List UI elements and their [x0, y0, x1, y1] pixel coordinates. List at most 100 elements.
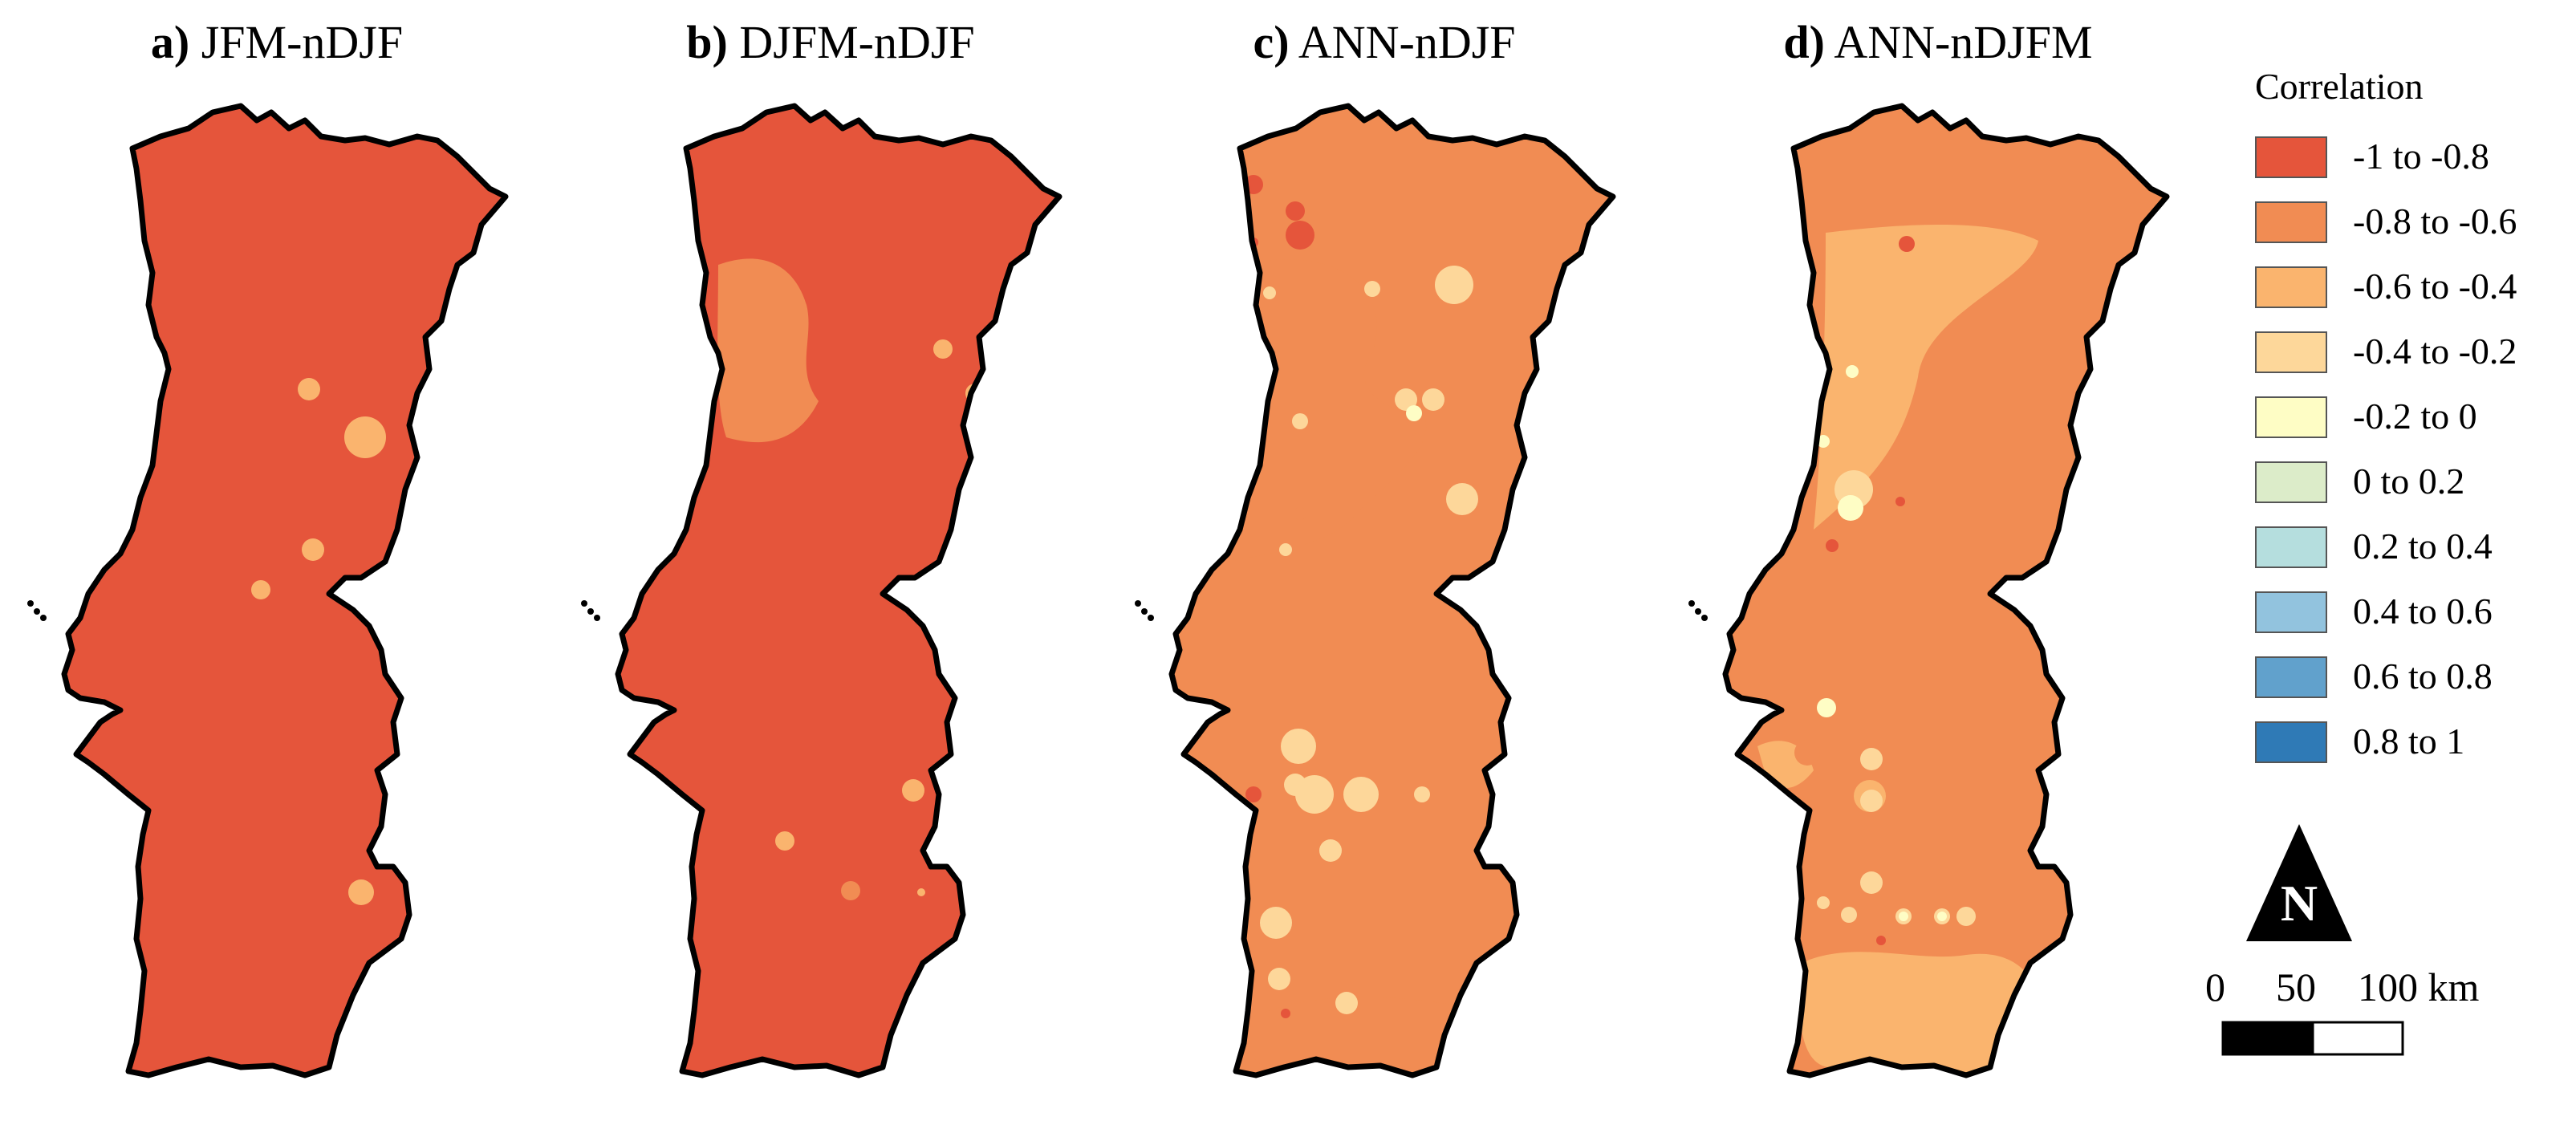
legend-swatch [2255, 266, 2327, 308]
map-station-anomaly [1860, 748, 1883, 770]
map-station-anomaly [1950, 984, 1969, 1003]
legend-label: -1 to -0.8 [2353, 136, 2489, 177]
north-arrow-label: N [2281, 875, 2318, 932]
map-panel-c: c) ANN-nDJF [1107, 0, 1661, 1125]
map-station-anomaly [1245, 786, 1262, 802]
map-station-anomaly [1364, 281, 1380, 297]
map-base-fill [1172, 106, 1613, 1075]
map-station-anomaly [437, 368, 478, 410]
legend-item: -0.4 to -0.2 [2255, 331, 2576, 380]
map-station-anomaly [1826, 539, 1839, 552]
map-station-anomaly [1414, 786, 1430, 802]
map-station-anomaly [1937, 912, 1947, 921]
map-station-anomaly [1268, 968, 1290, 990]
legend-swatch [2255, 136, 2327, 178]
map-station-anomaly [1817, 435, 1830, 448]
map-station-anomaly [1860, 871, 1883, 894]
map-station-anomaly [1343, 777, 1379, 812]
legend-label: -0.8 to -0.6 [2353, 201, 2517, 242]
island-marker [1135, 600, 1141, 607]
map-station-anomaly [1260, 907, 1292, 939]
map-station-anomaly [1435, 266, 1473, 304]
map-station-anomaly [1327, 1099, 1353, 1124]
panel-label: b) [686, 16, 728, 68]
map-station-anomaly [1932, 1093, 1955, 1115]
legend-swatch [2255, 331, 2327, 373]
panel-name: DJFM-nDJF [739, 16, 975, 68]
map-station-anomaly [1838, 495, 1863, 521]
map-station-anomaly [1969, 1111, 1985, 1125]
panel-label: a) [150, 16, 190, 68]
map-contour-region [1799, 952, 2040, 1075]
map-contour-region [1247, 997, 1488, 1075]
map-station-anomaly [1281, 729, 1316, 764]
map-station-anomaly [981, 779, 1003, 802]
portugal-map [1135, 103, 1616, 1125]
island-marker [1148, 615, 1154, 621]
map-station-anomaly [1294, 507, 1306, 520]
legend-label: 0.2 to 0.4 [2353, 526, 2493, 567]
map-station-anomaly [1422, 388, 1444, 411]
map-station-anomaly [1895, 497, 1905, 506]
scale-bar: 0 50 100 km [2199, 963, 2552, 1067]
legend-item: -0.6 to -0.4 [2255, 266, 2576, 315]
map-station-anomaly [302, 538, 324, 561]
legend-label: 0.8 to 1 [2353, 721, 2465, 762]
panel-label: d) [1783, 16, 1825, 68]
legend-item: -0.2 to 0 [2255, 396, 2576, 445]
scale-bar-graphic [2221, 1021, 2404, 1056]
map-station-anomaly [1286, 221, 1314, 250]
panel-title-a: a) JFM-nDJF [0, 14, 554, 71]
map-contour-region [1228, 259, 1427, 562]
map-panel-d: d) ANN-nDJFM [1661, 0, 2215, 1125]
panel-title-c: c) ANN-nDJF [1107, 14, 1661, 71]
legend-label: 0.6 to 0.8 [2353, 656, 2493, 697]
legend-title: Correlation [2255, 66, 2424, 107]
legend-label: 0 to 0.2 [2353, 461, 2465, 502]
map-contour-region [717, 258, 819, 443]
map-station-anomaly [1817, 698, 1836, 717]
map-station-anomaly [1335, 992, 1358, 1014]
map-station-anomaly [1841, 907, 1857, 923]
legend: Correlation -1 to -0.8 -0.8 to -0.6 -0.6… [2247, 56, 2568, 778]
map-station-anomaly [251, 580, 270, 599]
map-panel-b: b) DJFM-nDJF [554, 0, 1107, 1125]
map-station-anomaly [1359, 1084, 1414, 1125]
map-station-anomaly [298, 378, 320, 400]
island-marker [1701, 615, 1708, 621]
map-station-anomaly [841, 1112, 860, 1125]
legend-swatch [2255, 526, 2327, 568]
country-border [1168, 103, 1616, 1078]
map-station-anomaly [1047, 333, 1059, 349]
island-marker [1695, 608, 1701, 615]
country-border [61, 103, 509, 1078]
map-station-anomaly [1852, 984, 1871, 1003]
map-station-anomaly [902, 779, 924, 802]
portugal-map [1688, 103, 2170, 1125]
legend-label: -0.2 to 0 [2353, 396, 2477, 437]
map-station-anomaly [1406, 405, 1422, 421]
map-station-anomaly [1446, 483, 1478, 515]
legend-item: 0.4 to 0.6 [2255, 591, 2576, 640]
map-station-anomaly [1876, 936, 1886, 945]
map-station-anomaly [1387, 1111, 1419, 1125]
portugal-map [581, 103, 1062, 1125]
legend-swatch [2255, 656, 2327, 698]
map-station-anomaly [841, 881, 860, 900]
north-arrow-icon: N [2243, 822, 2355, 943]
legend-swatch [2255, 591, 2327, 633]
island-marker [1688, 600, 1695, 607]
legend-item: -1 to -0.8 [2255, 136, 2576, 185]
map-station-anomaly [775, 831, 794, 851]
island-marker [34, 608, 40, 615]
scale-tick-0: 0 [2205, 965, 2225, 1009]
map-station-anomaly [933, 339, 953, 359]
island-marker [40, 615, 47, 621]
map-station-anomaly [1286, 201, 1305, 221]
map-station-anomaly [1865, 1107, 1894, 1125]
panel-name: ANN-nDJF [1298, 16, 1516, 68]
portugal-map [27, 103, 509, 1078]
map-station-anomaly [1263, 286, 1276, 299]
legend-item: 0 to 0.2 [2255, 461, 2576, 510]
scale-tick-100: 100 km [2358, 965, 2480, 1009]
